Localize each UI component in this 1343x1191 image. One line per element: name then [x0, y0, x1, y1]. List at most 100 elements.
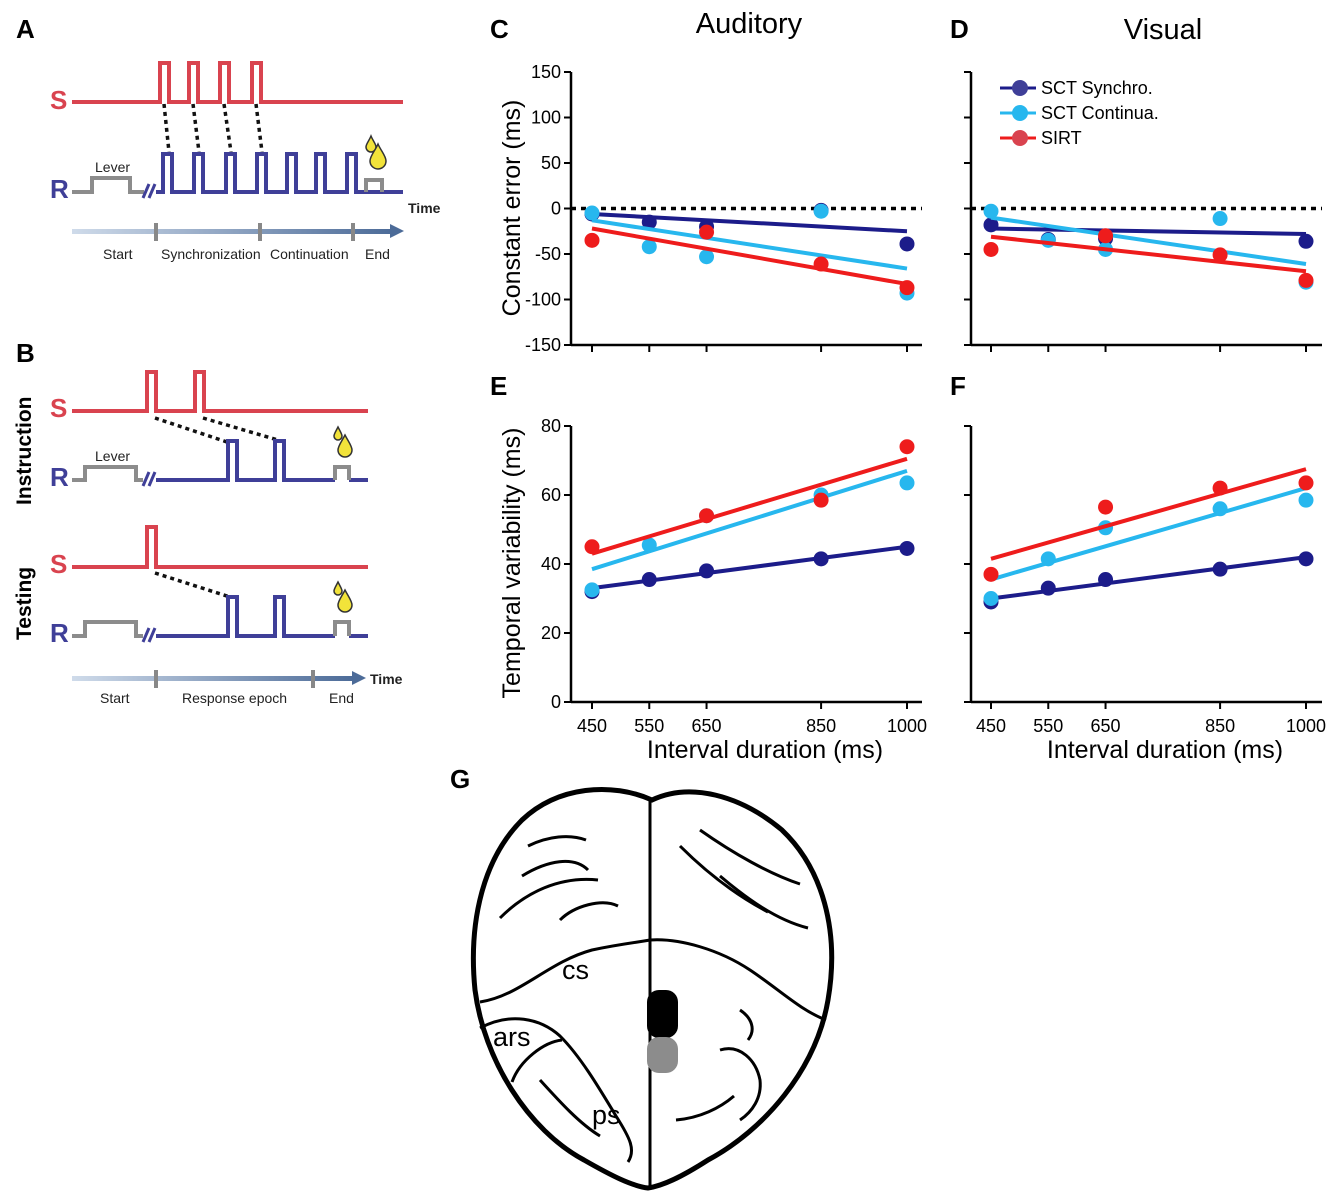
- data-point: [641, 572, 657, 588]
- b-epoch-start: Start: [100, 690, 130, 706]
- fit-line: [990, 486, 1307, 582]
- chart-e-xlabel: Interval duration (ms): [647, 736, 883, 764]
- time-label: Time: [408, 200, 441, 216]
- data-point: [899, 540, 915, 556]
- lever-trace: [72, 176, 144, 194]
- recording-site-dark: [647, 990, 678, 1038]
- data-point: [983, 241, 999, 257]
- data-point: [1298, 272, 1314, 288]
- instruction-stimulus-trace: [72, 370, 368, 413]
- panel-letter-group: C D E F: [490, 14, 969, 401]
- data-point: [1212, 211, 1228, 227]
- x-tick-label: 550: [1033, 716, 1063, 736]
- data-point: [813, 256, 829, 272]
- x-tick-label: 550: [634, 716, 664, 736]
- stimulus-trace: [72, 61, 403, 104]
- epoch-start: Start: [103, 246, 133, 262]
- data-point: [699, 508, 715, 524]
- legend-label: SCT Continua.: [1041, 103, 1159, 123]
- series-sct-continua: [584, 468, 915, 598]
- data-point: [1040, 232, 1056, 248]
- data-point: [584, 582, 600, 598]
- data-point: [641, 214, 657, 230]
- series-sct-synchro: [983, 551, 1314, 610]
- instruction-lever-trace: [72, 465, 143, 482]
- data-point: [1212, 501, 1228, 517]
- panel-letter-a: A: [16, 14, 35, 44]
- chart-d-title: Visual: [1124, 14, 1202, 46]
- data-point: [584, 232, 600, 248]
- instruction-reward-trace: [333, 465, 351, 480]
- data-point: [1098, 572, 1114, 588]
- y-tick-label: 80: [541, 416, 561, 436]
- label-ps: ps: [592, 1100, 621, 1130]
- series-sct-continua: [983, 486, 1314, 606]
- data-point: [641, 239, 657, 255]
- data-point: [899, 236, 915, 252]
- x-tick-label: 650: [1091, 716, 1121, 736]
- chart-f: 450 550 650 850 1000: [964, 425, 1326, 736]
- data-point: [1212, 480, 1228, 496]
- data-point: [983, 566, 999, 582]
- epoch-continuation: Continuation: [270, 246, 349, 262]
- panel-letter-c: C: [490, 14, 509, 44]
- data-point: [1212, 247, 1228, 263]
- data-point: [584, 205, 600, 221]
- data-point: [699, 249, 715, 265]
- data-point: [1040, 551, 1056, 567]
- fit-line: [990, 234, 1307, 274]
- data-point: [641, 537, 657, 553]
- brain-outline: [470, 786, 835, 1191]
- series-sct-continua: [983, 203, 1314, 290]
- data-point: [899, 439, 915, 455]
- panel-letter-f: F: [950, 371, 966, 401]
- x-tick-label: 450: [577, 716, 607, 736]
- data-point: [1040, 580, 1056, 596]
- panel-letter-b: B: [16, 338, 35, 368]
- chart-d: [964, 71, 1322, 352]
- recording-site-gray: [647, 1037, 678, 1073]
- y-tick-label: 40: [541, 554, 561, 574]
- y-tick-label: 100: [531, 108, 561, 128]
- testing-stimulus-trace: [72, 525, 368, 569]
- testing-lever-trace: [72, 620, 143, 638]
- label-ars: ars: [493, 1022, 531, 1052]
- series-sirt: [983, 228, 1314, 288]
- fit-line: [990, 215, 1307, 266]
- panel-b: B Instruction Testing S R Lever S R: [13, 338, 403, 706]
- data-point: [1098, 499, 1114, 515]
- x-tick-label: 850: [1205, 716, 1235, 736]
- data-point: [1298, 492, 1314, 508]
- b-time-label: Time: [370, 671, 403, 687]
- data-point: [1298, 475, 1314, 491]
- y-tick-label: 20: [541, 623, 561, 643]
- timeline-bar: [72, 229, 392, 234]
- fit-line: [591, 456, 908, 556]
- y-tick-label: 0: [551, 692, 561, 712]
- testing-link: [154, 571, 231, 599]
- y-tick-label: 0: [551, 199, 561, 219]
- label-cs: cs: [562, 955, 589, 985]
- instruction-stimulus-label: S: [50, 393, 67, 423]
- panel-a: A S R Lever Time: [16, 14, 441, 262]
- series-sirt: [584, 439, 915, 556]
- fit-line: [990, 467, 1307, 561]
- chart-c: 150 100 50 0 -50 -100 -150: [525, 62, 922, 355]
- data-point: [899, 475, 915, 491]
- instruction-lever-label: Lever: [95, 448, 130, 464]
- legend-marker: [1012, 130, 1028, 146]
- x-tick-label: 850: [806, 716, 836, 736]
- legend-label: SIRT: [1041, 128, 1082, 148]
- y-tick-label: -150: [525, 335, 561, 355]
- reward-drop-icon: [365, 133, 387, 170]
- epoch-ticks: [154, 223, 355, 241]
- chart-e: 80 60 40 20 0 450 550 650 850 1000: [541, 416, 927, 736]
- instruction-response-trace: [156, 439, 368, 482]
- instruction-links: [154, 416, 279, 445]
- panel-letter-g: G: [450, 764, 470, 794]
- data-point: [813, 492, 829, 508]
- testing-response-trace: [156, 595, 368, 638]
- timeline-arrowhead: [390, 224, 404, 238]
- x-tick-label: 1000: [1286, 716, 1326, 736]
